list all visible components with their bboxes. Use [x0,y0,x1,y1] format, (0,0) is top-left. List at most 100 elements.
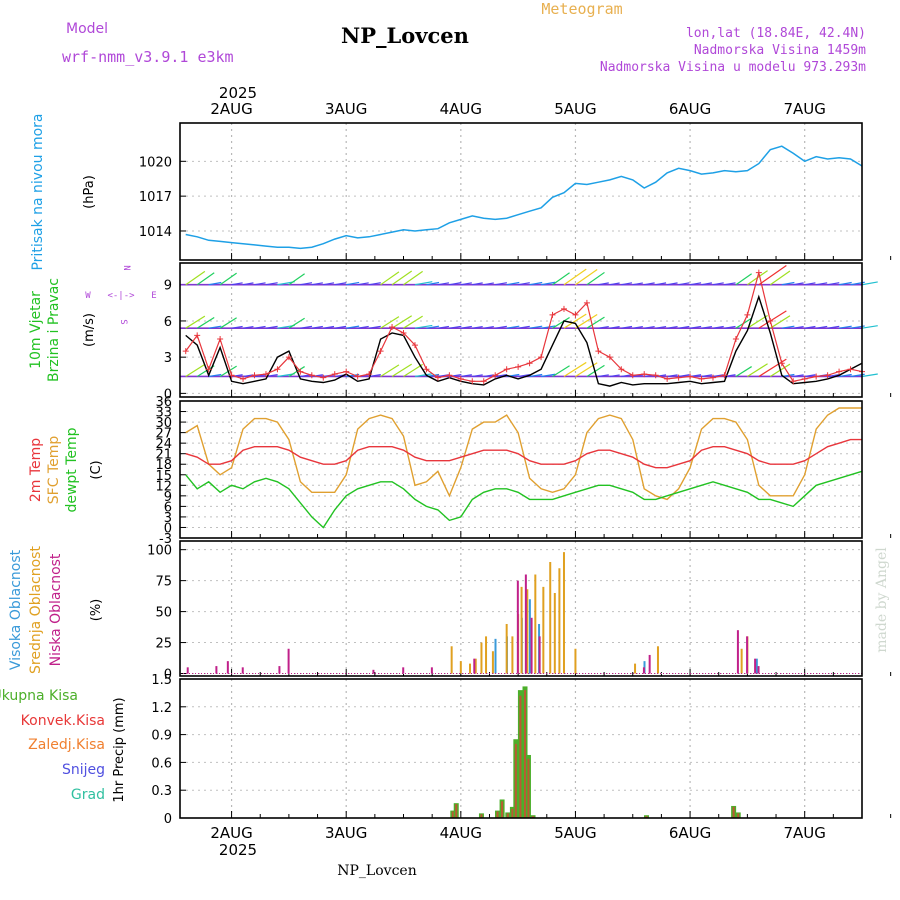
wind-barb [827,374,840,378]
gust-marker [194,332,201,339]
wind-barb [311,282,323,286]
gust-marker [595,348,602,355]
y-tick-label: 6 [164,500,172,515]
wind-barb [288,273,305,286]
panel-2: 0 3 6 9 [164,262,892,402]
compass-west: W [85,291,91,301]
y-tick-label: 1020 [139,155,172,170]
wind-barb [242,282,254,286]
y-tick-label: 9 [164,490,172,505]
wind-barb [460,282,472,286]
gust-marker [767,317,774,324]
y-tick-label: 24 [155,437,172,452]
wind-barb [219,317,237,329]
gust-marker [343,368,350,375]
wind-barb [689,325,702,329]
gust-marker [320,374,327,381]
y-tick-label: 1.5 [151,673,172,688]
wind-barb [380,316,400,329]
gust-marker [652,372,659,379]
gust-marker [274,366,281,373]
wind-barb [346,325,360,329]
gust-marker [228,372,235,379]
precip-convective-bar [524,690,527,818]
gust-marker [618,366,625,373]
gust-marker [503,366,510,373]
y-tick-label: 50 [155,606,172,621]
wind-barb [724,325,736,329]
temp-unit: (C) [89,460,104,479]
top-date-label: 3AUG [325,100,367,118]
gust-marker [629,372,636,379]
compass-east: E [151,291,156,301]
wind-barb [518,282,530,286]
gust-marker [217,336,224,343]
meteogram-title: Meteogram [541,0,622,18]
temp-dew-label: dewpt Temp [64,427,80,512]
wind-barb [816,282,828,286]
wind-barb [621,325,633,329]
wind-barb [701,282,713,286]
wind-barb [769,315,791,329]
legend-hail: Grad [71,787,105,803]
wind-barb [357,325,369,329]
gust-marker [732,336,739,343]
wind-barb [518,325,530,329]
temp-t2m-label: 2m Temp [28,438,44,502]
y-tick-label: 1014 [139,225,172,240]
wind-barb [380,271,400,286]
wind-barb [793,325,804,329]
wind-barb [586,271,605,286]
precip-convective-bar [501,801,504,818]
y-tick-label: 6 [164,315,172,330]
gust-marker [847,366,854,373]
y-tick-label: 15 [155,469,172,484]
wind-barb [678,374,690,378]
wind-barb [460,325,472,329]
gust-marker [709,374,716,381]
wind-barb [735,273,752,286]
pressure-line [185,145,863,250]
y-tick-label: 100 [147,544,172,559]
top-date-label: 2AUG [210,100,252,118]
gust-marker [664,375,671,382]
pressure-title: Pritisak na nivou mora [30,113,46,270]
wind-barb [495,282,507,286]
wind-barb [185,363,206,377]
wind-barb [460,374,472,378]
panel-border [179,262,863,398]
sfc-temp-line [185,407,862,501]
wind-barb [540,373,556,378]
top-date-label: 6AUG [669,100,711,118]
wind-barb [804,282,816,286]
precip-convective-bar [519,695,522,818]
wind-title-1: 10m Vjetar [28,291,44,369]
gust-marker [446,372,453,379]
top-date-label: 7AUG [783,100,825,118]
gust-marker [411,342,418,349]
wind-barb [793,282,804,286]
precip-convective-bar [737,813,740,818]
wind-barb [838,325,852,329]
wind-barb [644,282,655,286]
wind-barb [254,374,266,378]
top-date-label: 4AUG [440,100,482,118]
compass-north: N [121,265,131,270]
wind-barb [300,325,313,329]
y-tick-label: 75 [155,575,172,590]
gust-marker [641,371,648,378]
wind-barb [437,325,450,329]
wind-barb [380,364,400,377]
wind-barb [449,282,462,286]
precip-convective-bar [511,808,514,818]
precip-convective-bar [732,806,735,818]
gust-marker [492,372,499,379]
wind-barb [196,272,215,286]
gust-marker [560,305,567,312]
top-year: 2025 [219,84,257,102]
panel-background [180,123,862,260]
y-tick-label: 0.3 [151,784,172,799]
bottom-date-labels: 2AUG 3AUG 4AUG 5AUG 6AUG 7AUG [210,824,826,842]
y-tick-label: 0 [164,668,172,683]
